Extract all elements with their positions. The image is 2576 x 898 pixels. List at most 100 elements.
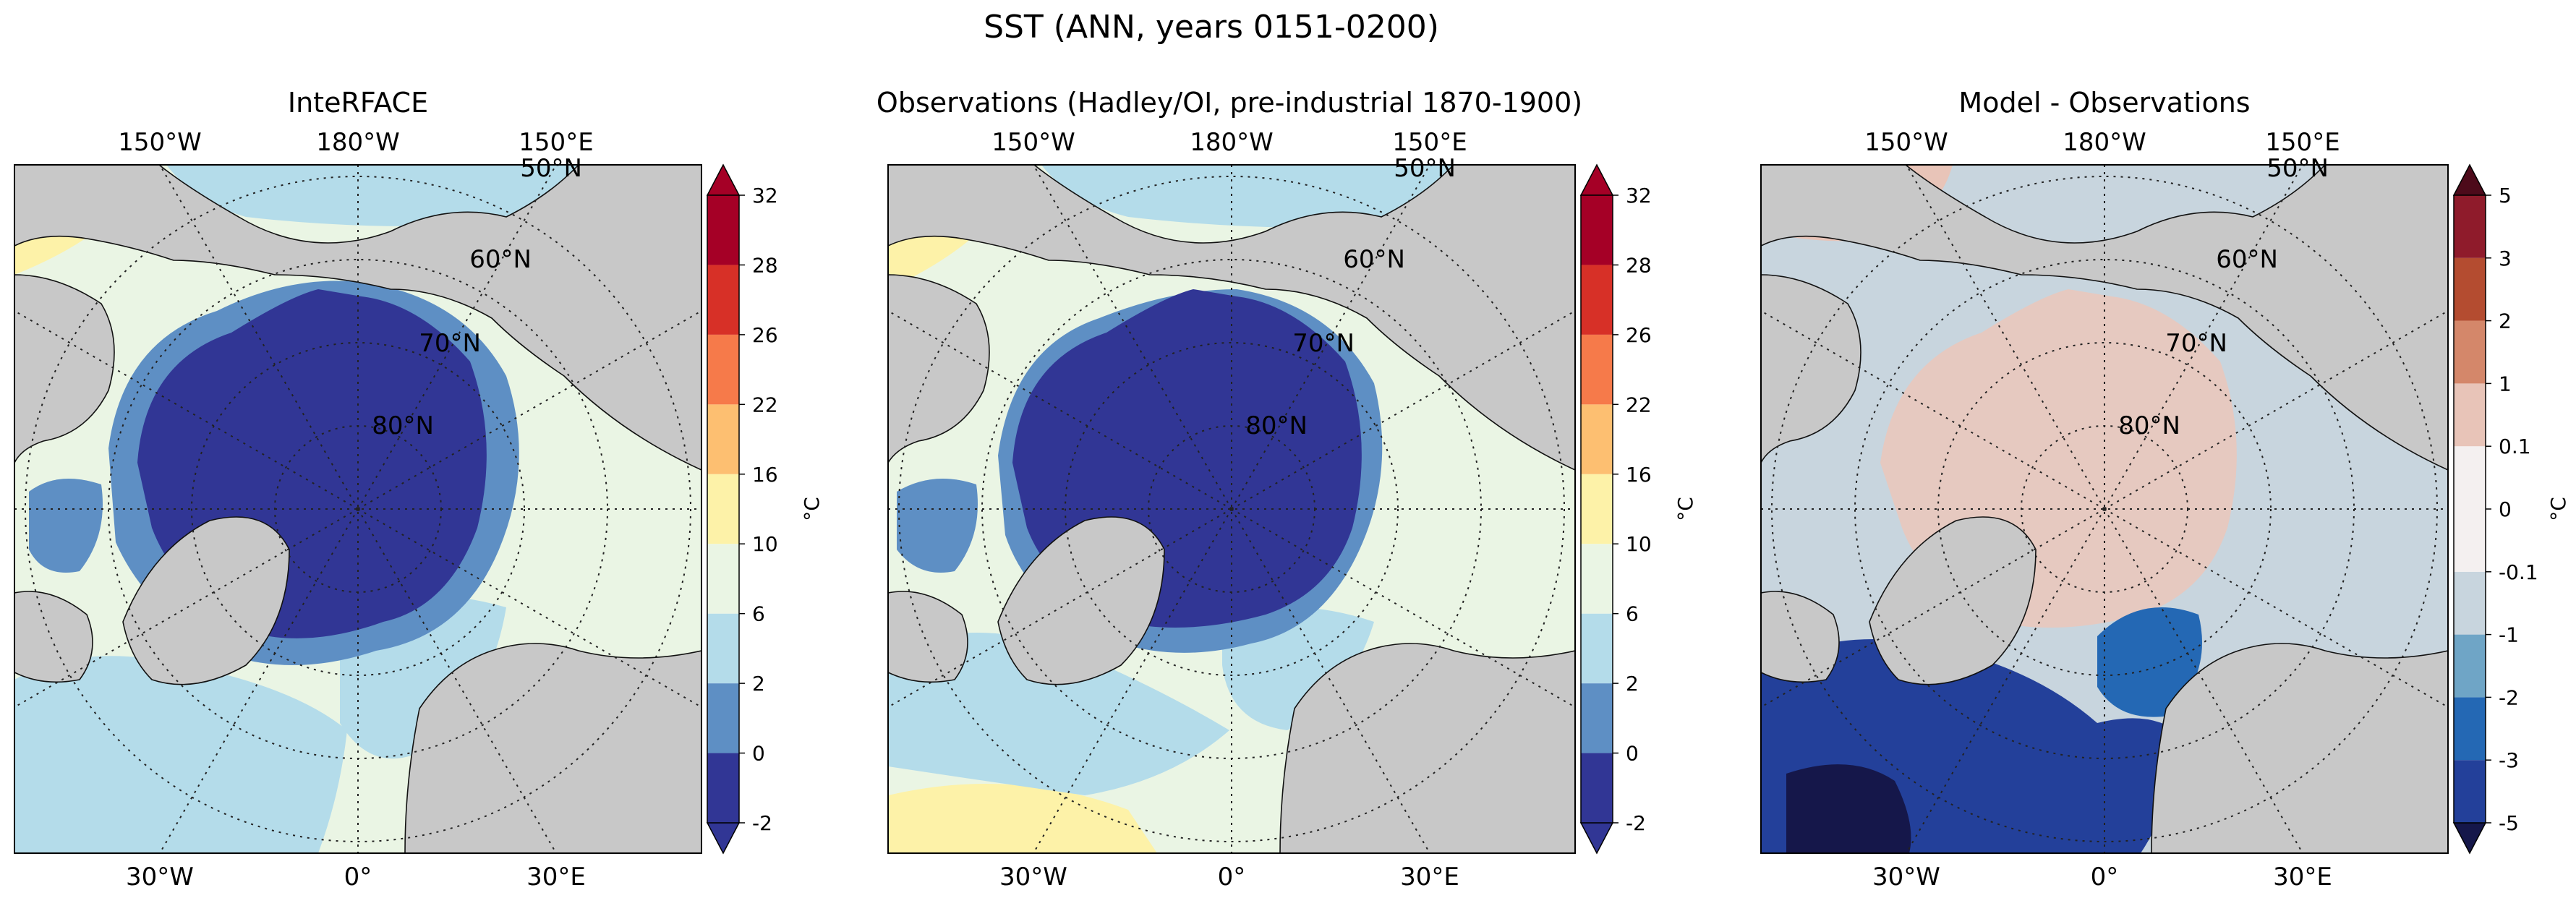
colorbar-tick-label: 28: [1626, 253, 1652, 277]
land-asia: [14, 165, 701, 471]
colorbar-tick-label: 3: [2499, 247, 2512, 270]
lon-label-bottom: 0°: [2091, 863, 2119, 891]
panel-observations: Observations (Hadley/OI, pre-industrial …: [877, 87, 1697, 891]
colorbar-segment: [2454, 697, 2486, 761]
colorbar-segment: [2454, 571, 2486, 635]
colorbar-tick-label: 5: [2499, 184, 2512, 208]
colorbar-segment: [1581, 613, 1613, 684]
lon-label-top: 150°E: [1392, 128, 1467, 157]
lon-label-top: 150°W: [991, 128, 1075, 157]
colorbar-tick-label: 10: [752, 532, 778, 556]
diff-field-very-cold: [1786, 764, 1911, 853]
colorbar-tick-label: 0: [2499, 497, 2512, 521]
colorbar-segment: [1581, 265, 1613, 335]
lon-label-top: 150°W: [1864, 128, 1948, 157]
land-masses: [1761, 165, 2448, 853]
colorbar-segment: [2454, 320, 2486, 384]
colorbar-segment: [2454, 634, 2486, 698]
lon-label-bottom: 30°E: [526, 863, 586, 891]
land-greenland: [122, 516, 290, 685]
colorbar-frame: [707, 194, 740, 824]
colorbar-tick-label: -2: [2499, 685, 2519, 709]
lon-label-bottom: 0°: [344, 863, 372, 891]
colorbar-segment: [707, 753, 739, 823]
colorbar-segment: [1581, 334, 1613, 405]
colorbar-tick-label: -5: [2499, 811, 2519, 835]
colorbar-segment: [707, 195, 739, 265]
lon-label-top: 150°W: [118, 128, 202, 157]
colorbar-segment: [707, 613, 739, 684]
panel-title: Model - Observations: [1958, 87, 2250, 119]
colorbar-tick-label: 2: [752, 672, 765, 696]
colorbar-tick-label: 0: [1626, 742, 1639, 766]
colorbar-segment: [2454, 383, 2486, 447]
colorbar-tick-label: 26: [752, 323, 778, 347]
colorbar-tick-label: 26: [1626, 323, 1652, 347]
colorbar-tick-label: 28: [752, 253, 778, 277]
colorbar-tick-label: 16: [752, 463, 778, 487]
ocean-field-cool-pacific: [1041, 165, 1504, 228]
lon-label-bottom: 30°E: [1400, 863, 1459, 891]
map-graticule: [887, 164, 1576, 854]
colorbar-tick-label: 22: [1626, 393, 1652, 416]
colorbar-tick-label: 1: [2499, 372, 2512, 395]
figure-title: SST (ANN, years 0151-0200): [984, 9, 1439, 46]
map-field: [14, 165, 701, 853]
colorbar-extend-over: [1579, 163, 1614, 196]
colorbar-tick-label: -1: [2499, 623, 2519, 647]
ocean-field-hudson: [29, 479, 103, 573]
colorbar-segment: [2454, 446, 2486, 509]
panel-title: InteRFACE: [288, 87, 428, 119]
colorbar-segment: [1581, 474, 1613, 544]
colorbar-tick-label: 0.1: [2499, 435, 2531, 458]
lat-label: 50°N: [1394, 154, 1456, 183]
colorbar-segment: [1581, 544, 1613, 614]
lat-label: 70°N: [1292, 329, 1355, 358]
lat-label: 50°N: [520, 154, 582, 183]
colorbar-segment: [1581, 404, 1613, 474]
panel-difference: Model - Observations 150°W 180°W: [1760, 87, 2570, 891]
diff-field-cold-mid: [2097, 607, 2202, 717]
ocean-field-cool-atlantic: [14, 656, 347, 853]
land-northamerica: [888, 274, 990, 683]
colorbar-frame: [1580, 194, 1613, 824]
colorbar-label: °C: [800, 497, 824, 521]
land-asia: [888, 165, 1575, 471]
colorbar-segment: [1581, 195, 1613, 265]
lat-label: 60°N: [1343, 245, 1405, 274]
colorbar-extend-under: [2452, 822, 2487, 855]
lat-label: 70°N: [2165, 329, 2227, 358]
map-graticule: [14, 164, 702, 854]
land-europe: [404, 643, 701, 853]
lat-label: 60°N: [469, 245, 532, 274]
lon-label-top: 180°W: [1190, 128, 1274, 157]
colorbar-segment: [1581, 683, 1613, 753]
ocean-field-cool-atlantic: [888, 633, 1229, 795]
colorbar-tick-label: -3: [2499, 748, 2519, 772]
colorbar-segment: [707, 544, 739, 614]
lon-label-top: 150°E: [2265, 128, 2340, 157]
colorbar-tick-label: 2: [2499, 309, 2512, 333]
ocean-field-tropical-south: [888, 784, 1157, 853]
lon-label-bottom: 0°: [1218, 863, 1246, 891]
colorbar-tick-label: 22: [752, 393, 778, 416]
land-greenland: [997, 516, 1165, 685]
lon-label-bottom: 30°W: [999, 863, 1067, 891]
lat-label: 50°N: [2266, 154, 2329, 183]
ocean-field-cool-pacific: [166, 165, 622, 226]
lon-label-top: 180°W: [2063, 128, 2146, 157]
colorbar-segment: [2454, 509, 2486, 572]
lon-label-bottom: 30°E: [2273, 863, 2332, 891]
colorbar-tick-label: 32: [1626, 184, 1652, 208]
colorbar-segment: [2454, 760, 2486, 823]
colorbar-tick-label: 16: [1626, 463, 1652, 487]
map-frame: [14, 164, 702, 854]
colorbar-segment: [2454, 195, 2486, 258]
colorbar-segment: [1581, 753, 1613, 823]
colorbar-segment: [707, 404, 739, 474]
land-masses: [888, 165, 1575, 853]
panel-title: Observations (Hadley/OI, pre-industrial …: [877, 87, 1582, 119]
colorbar-tick-label: 2: [1626, 672, 1639, 696]
lat-label: 70°N: [419, 329, 481, 358]
